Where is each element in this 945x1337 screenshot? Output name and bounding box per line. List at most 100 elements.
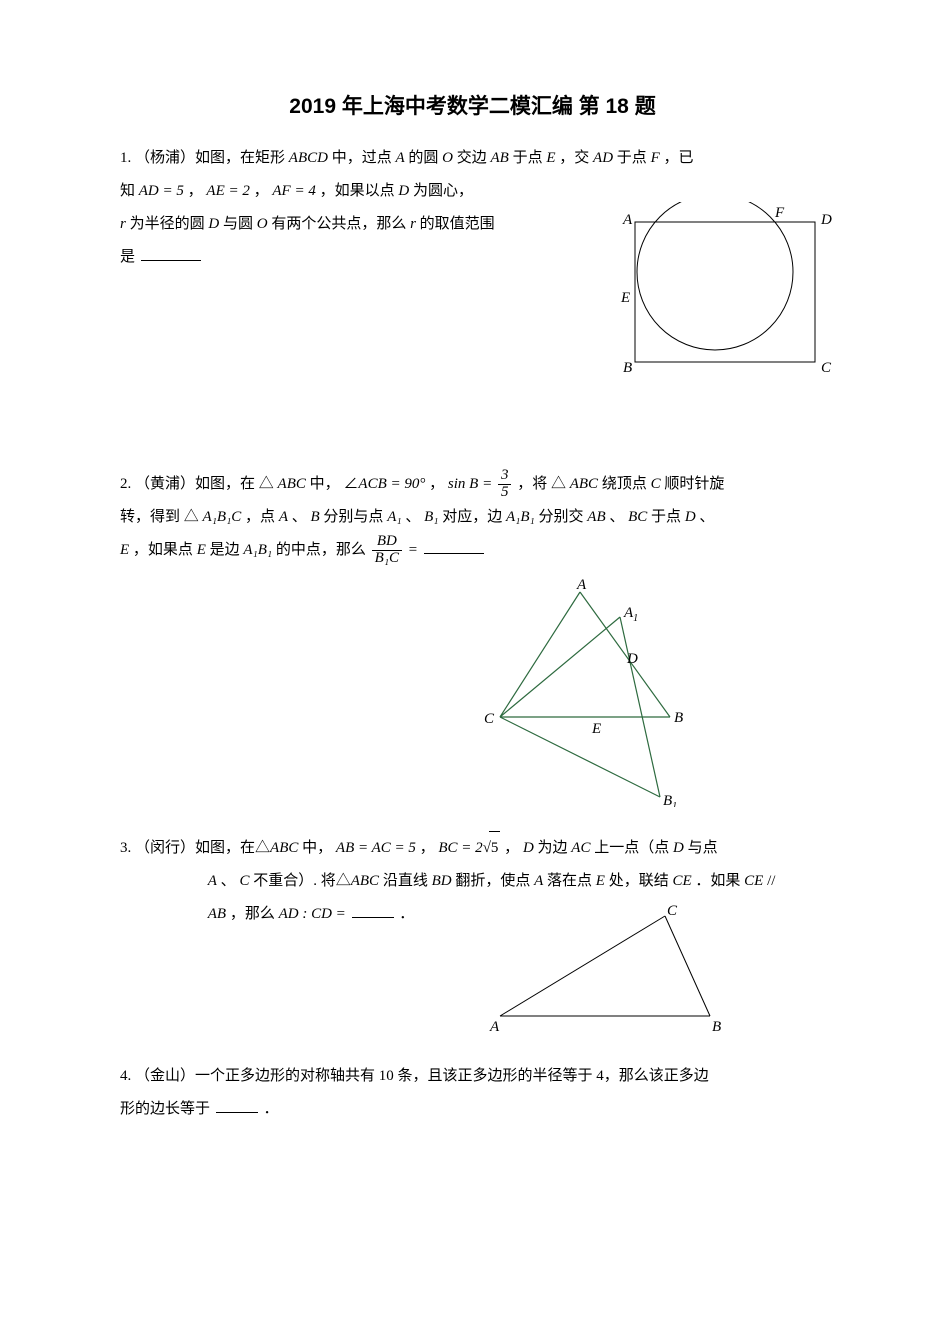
p2-tri3: △ (184, 509, 199, 525)
p2-blank (424, 539, 484, 554)
p4-number: 4. (120, 1068, 131, 1084)
p2-dun3: 、 (609, 509, 624, 525)
p1-l1f: ，交 (559, 150, 589, 166)
problem-4-text: 4. （金山）一个正多边形的对称轴共有 10 条，且该正多边形的半径等于 4，那… (120, 1060, 825, 1126)
p1-l1g: 于点 (617, 150, 647, 166)
p3-eq1: AB = AC = 5 (336, 840, 416, 856)
p3-CE2: CE (744, 873, 763, 889)
p4-texta: 一个正多边形的对称轴共有 10 条，且该正多边形的半径等于 4，那么该正多边 (195, 1068, 709, 1084)
p2-l2d: 对应，边 (442, 509, 502, 525)
p1-eq1: AD = 5 (139, 183, 184, 199)
p3-period: ． (399, 906, 414, 922)
fig1-E: E (620, 290, 630, 306)
p3-AB: AB (208, 906, 226, 922)
svg-text:D: D (626, 651, 638, 667)
p3-l1a: 如图，在 (195, 840, 255, 856)
p3-A2: A (534, 873, 543, 889)
p1-l1a: 如图，在矩形 (195, 150, 285, 166)
p3-l2c: 沿直线 (383, 873, 428, 889)
p3-dun: 、 (221, 873, 236, 889)
p3-BD: BD (432, 873, 452, 889)
p2-C: C (651, 476, 661, 492)
p1-l2a: 知 (120, 183, 135, 199)
p2-l2b: ，点 (245, 509, 275, 525)
p3-c1: ， (420, 840, 435, 856)
figure-3: A B C (470, 901, 740, 1036)
p3-E: E (596, 873, 605, 889)
p1-r1: r (120, 216, 126, 232)
p3-tri2: △ (336, 873, 351, 889)
p2-abc1: ABC (278, 476, 306, 492)
p2-l3b: ，如果点 (133, 542, 193, 558)
p2-a1b1c: A₁B₁C (203, 509, 242, 525)
p2-l2e: 分别交 (539, 509, 584, 525)
p2-A: A (279, 509, 288, 525)
fig1-B: B (623, 360, 632, 376)
p2-E2: E (197, 542, 206, 558)
p2-l1f: 顺时针旋 (664, 476, 724, 492)
p1-F: F (651, 150, 660, 166)
p2-AB: AB (587, 509, 605, 525)
p3-l2b: 不重合）. 将 (253, 873, 336, 889)
p2-A1B1: A₁B₁ (506, 509, 535, 525)
problem-4: 4. （金山）一个正多边形的对称轴共有 10 条，且该正多边形的半径等于 4，那… (120, 1060, 825, 1126)
p1-D2: D (208, 216, 219, 232)
p1-l3b: 为半径的圆 (130, 216, 205, 232)
p3-l1b: 中， (302, 840, 332, 856)
p3-adcd: AD : CD = (279, 906, 350, 922)
p1-AB: AB (491, 150, 509, 166)
p3-l2h: // (767, 873, 775, 889)
figure-1: A D B C E F (595, 202, 855, 392)
p2-l2f: 于点 (651, 509, 681, 525)
p4-period: ． (264, 1101, 279, 1117)
p1-l2b: ，如果以点 (320, 183, 395, 199)
p2-sinB: sin B = (448, 476, 496, 492)
p3-abc: ABC (270, 840, 298, 856)
p3-A: A (208, 873, 217, 889)
p3-l2f: 处，联结 (609, 873, 669, 889)
p3-l2d: 翻折，使点 (455, 873, 530, 889)
p2-frac-ans: BDB₁C (372, 534, 402, 567)
p2-tri2: △ (551, 476, 566, 492)
p4-district: （金山） (135, 1068, 195, 1084)
fig1-C: C (821, 360, 832, 376)
p2-E: E (120, 542, 129, 558)
p3-l1c: ， (504, 840, 519, 856)
p2-l2c: 分别与点 (323, 509, 383, 525)
p3-blank (352, 903, 394, 918)
fig1-D: D (820, 212, 832, 228)
svg-text:C: C (484, 711, 495, 727)
p2-dun1: 、 (292, 509, 307, 525)
p3-radic: √5 (483, 831, 501, 865)
problem-3: 3. （闵行）如图，在△ABC 中， AB = AC = 5 ， BC = 2√… (120, 831, 825, 1036)
p3-tri: △ (255, 840, 270, 856)
p1-D: D (398, 183, 409, 199)
p4-blank (216, 1098, 258, 1113)
svg-text:E: E (591, 721, 601, 737)
svg-text:A: A (489, 1019, 500, 1035)
p2-num: 3 (498, 468, 512, 485)
p1-number: 1. (120, 150, 131, 166)
p1-l1h: ，已 (663, 150, 693, 166)
p2-l3d: 的中点，那么 (276, 542, 366, 558)
svg-text:B: B (674, 710, 683, 726)
svg-text:A1: A1 (623, 605, 638, 624)
p2-eq90: = 90° (387, 476, 426, 492)
p3-l1f: 与点 (688, 840, 718, 856)
fig1-A: A (622, 212, 633, 228)
p2-ft: BD (372, 534, 402, 551)
svg-text:A: A (576, 577, 587, 593)
p2-dun2: 、 (405, 509, 420, 525)
p1-AD: AD (593, 150, 613, 166)
problem-2-text: 2. （黄浦）如图，在 △ ABC 中， ∠ACB = 90° ， sin B … (120, 468, 825, 567)
p3-abc2: ABC (351, 873, 379, 889)
p2-ang: ∠ (343, 476, 358, 492)
p2-tri1: △ (259, 476, 274, 492)
svg-text:C: C (667, 903, 678, 919)
p2-l1d: ，将 (517, 476, 547, 492)
figure-2: A B C A1 B1 D E (460, 577, 710, 807)
p1-district: （杨浦） (135, 150, 195, 166)
p3-AC: AC (571, 840, 590, 856)
p1-O: O (442, 150, 453, 166)
p3-district: （闵行） (135, 840, 195, 856)
